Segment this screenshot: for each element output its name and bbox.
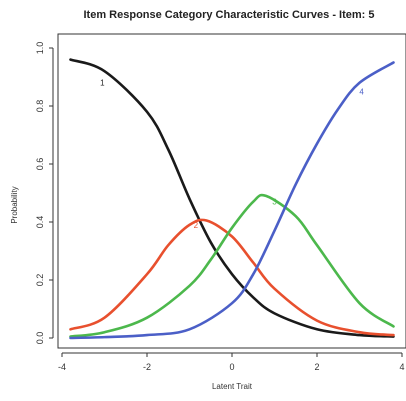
x-tick-label: -4 bbox=[58, 362, 66, 372]
y-tick-label: 0.8 bbox=[35, 100, 45, 113]
curve-label-3: 3 bbox=[272, 198, 277, 207]
plot-frame bbox=[57, 33, 406, 349]
y-tick-label: 0.0 bbox=[35, 332, 45, 345]
y-tick-label: 1.0 bbox=[35, 42, 45, 55]
y-tick-label: 0.6 bbox=[35, 158, 45, 171]
y-tick-label: 0.4 bbox=[35, 216, 45, 229]
x-axis: -4 -2 0 2 4 bbox=[58, 352, 405, 372]
y-tick-label: 0.2 bbox=[35, 274, 45, 287]
series-line-4 bbox=[69, 61, 395, 340]
series-line-1 bbox=[69, 58, 395, 338]
chart-title: Item Response Category Characteristic Cu… bbox=[84, 9, 375, 21]
curve-label-1: 1 bbox=[100, 79, 105, 88]
y-axis: 0.0 0.2 0.4 0.6 0.8 1.0 bbox=[35, 42, 54, 345]
series-line-3 bbox=[69, 193, 395, 338]
curve-label-4: 4 bbox=[359, 87, 364, 96]
x-tick-label: -2 bbox=[143, 362, 151, 372]
curve-label-2: 2 bbox=[194, 221, 199, 230]
y-axis-label: Probability bbox=[10, 186, 19, 223]
x-tick-label: 4 bbox=[399, 362, 404, 372]
x-tick-label: 0 bbox=[229, 362, 234, 372]
series-line-2 bbox=[69, 218, 395, 337]
series-layer bbox=[69, 58, 395, 340]
x-axis-label: Latent Trait bbox=[212, 382, 253, 391]
curve-labels: 1 2 3 4 bbox=[100, 79, 364, 230]
x-tick-label: 2 bbox=[314, 362, 319, 372]
